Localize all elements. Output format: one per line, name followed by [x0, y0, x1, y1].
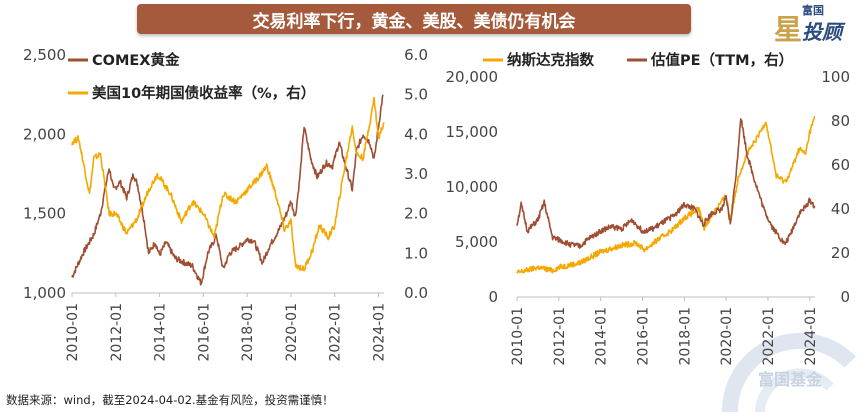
x-axis-tick-label: 2020-01 [284, 303, 300, 362]
brand-logo-star: 星 [774, 13, 803, 46]
chart-title-banner: 交易利率下行，黄金、美股、美债仍有机会 [137, 4, 691, 34]
x-axis-tick-label: 2016-01 [196, 303, 212, 362]
right-axis-tick-label: 60 [831, 156, 850, 174]
right-axis-tick-label: 3.0 [404, 165, 428, 183]
watermark-emblem [721, 332, 856, 413]
watermark-text: 富国基金 [758, 370, 823, 389]
left-axis-tick-label: 20,000 [446, 68, 499, 86]
brand-logo: 富国 星 投顾 [772, 2, 862, 46]
right-axis-tick-label: 40 [831, 200, 850, 218]
right-axis-tick-label: 5.0 [404, 86, 428, 104]
chart-nasdaq-vs-pe: 0 5,000 10,000 15,000 20,000 0 20 40 60 80 100 2010… [446, 51, 851, 366]
x-axis-tick-label: 2024-01 [372, 303, 388, 362]
x-axis-tick-label: 2010-01 [65, 303, 81, 362]
x-axis-tick-label: 2010-01 [510, 307, 526, 366]
x-axis-tick-label: 2016-01 [635, 307, 651, 366]
left-axis-tick-label: 5,000 [455, 233, 498, 251]
right-axis-tick-label: 1.0 [404, 244, 428, 262]
x-axis-tick-label: 2014-01 [594, 307, 610, 366]
x-axis-tick-label: 2012-01 [109, 303, 125, 362]
series-line-2 [71, 96, 385, 272]
legend-label: 纳斯达克指数 [507, 51, 594, 69]
right-axis-tick-label: 0 [840, 288, 850, 306]
right-axis-tick-label: 80 [831, 112, 850, 130]
left-axis-tick-label: 15,000 [446, 123, 499, 141]
legend-label: COMEX黄金 [92, 51, 180, 69]
legend-label: 美国10年期国债收益率（%，右） [92, 84, 315, 102]
x-axis-tick-label: 2014-01 [153, 303, 169, 362]
x-axis-tick-label: 2022-01 [328, 303, 344, 362]
brand-logo-big: 投顾 [802, 20, 842, 44]
x-axis-tick-label: 2012-01 [552, 307, 568, 366]
right-axis-tick-label: 0.0 [404, 284, 428, 302]
right-axis-tick-label: 20 [831, 244, 850, 262]
right-axis-tick-label: 6.0 [404, 46, 428, 64]
right-axis-tick-label: 100 [821, 68, 850, 86]
legend-label: 估值PE（TTM，右） [650, 51, 793, 69]
x-axis-tick-label: 2018-01 [677, 307, 693, 366]
chart-gold-vs-treasury: 1,000 1,500 2,000 2,500 0.0 1.0 2.0 3.0 4.0 5.0 6.… [23, 46, 428, 362]
left-axis-tick-label: 1,000 [23, 284, 66, 302]
brand-logo-small: 富国 [802, 4, 824, 17]
x-axis-tick-label: 2024-01 [803, 307, 819, 366]
watermark: 富国基金 [720, 332, 860, 413]
x-axis-tick-label: 2018-01 [240, 303, 256, 362]
chart-title: 交易利率下行，黄金、美股、美债仍有机会 [252, 11, 576, 32]
right-axis-tick-label: 2.0 [404, 205, 428, 223]
series-line-1 [71, 94, 384, 286]
left-axis-tick-label: 2,500 [23, 46, 66, 64]
series-line-1 [516, 115, 816, 274]
x-axis-tick-label: 2020-01 [719, 307, 735, 366]
x-axis-tick-label: 2022-01 [761, 307, 777, 366]
left-axis-tick-label: 0 [488, 288, 498, 306]
left-axis-tick-label: 10,000 [446, 178, 499, 196]
left-axis-tick-label: 2,000 [23, 125, 66, 143]
series-line-2 [516, 118, 816, 249]
charts-canvas: 1,000 1,500 2,000 2,500 0.0 1.0 2.0 3.0 4.0 5.0 6.… [23, 46, 851, 366]
left-axis-tick-label: 1,500 [23, 205, 66, 223]
data-source-footnote: 数据来源：wind，截至2024-04-02.基金有风险，投资需谨慎！ [6, 393, 334, 407]
right-axis-tick-label: 4.0 [404, 125, 428, 143]
